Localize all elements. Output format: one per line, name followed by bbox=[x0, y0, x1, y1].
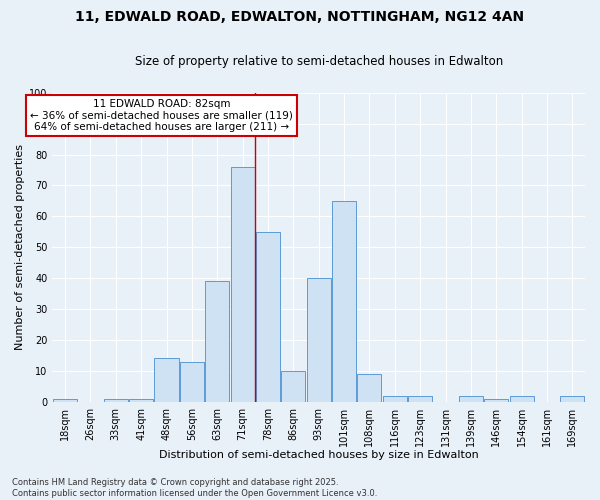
X-axis label: Distribution of semi-detached houses by size in Edwalton: Distribution of semi-detached houses by … bbox=[159, 450, 479, 460]
Bar bbox=[358, 374, 382, 402]
Text: Contains HM Land Registry data © Crown copyright and database right 2025.
Contai: Contains HM Land Registry data © Crown c… bbox=[12, 478, 377, 498]
Bar bbox=[104, 398, 128, 402]
Title: Size of property relative to semi-detached houses in Edwalton: Size of property relative to semi-detach… bbox=[134, 55, 503, 68]
Bar bbox=[408, 396, 432, 402]
Bar bbox=[332, 201, 356, 402]
Bar bbox=[53, 398, 77, 402]
Y-axis label: Number of semi-detached properties: Number of semi-detached properties bbox=[15, 144, 25, 350]
Text: 11 EDWALD ROAD: 82sqm
← 36% of semi-detached houses are smaller (119)
64% of sem: 11 EDWALD ROAD: 82sqm ← 36% of semi-deta… bbox=[30, 99, 293, 132]
Bar bbox=[509, 396, 533, 402]
Bar bbox=[307, 278, 331, 402]
Bar bbox=[205, 281, 229, 402]
Bar bbox=[459, 396, 483, 402]
Bar bbox=[383, 396, 407, 402]
Bar bbox=[129, 398, 153, 402]
Bar bbox=[230, 167, 254, 402]
Bar bbox=[484, 398, 508, 402]
Bar bbox=[560, 396, 584, 402]
Bar bbox=[180, 362, 204, 402]
Bar bbox=[281, 371, 305, 402]
Bar bbox=[256, 232, 280, 402]
Bar bbox=[154, 358, 179, 402]
Text: 11, EDWALD ROAD, EDWALTON, NOTTINGHAM, NG12 4AN: 11, EDWALD ROAD, EDWALTON, NOTTINGHAM, N… bbox=[76, 10, 524, 24]
